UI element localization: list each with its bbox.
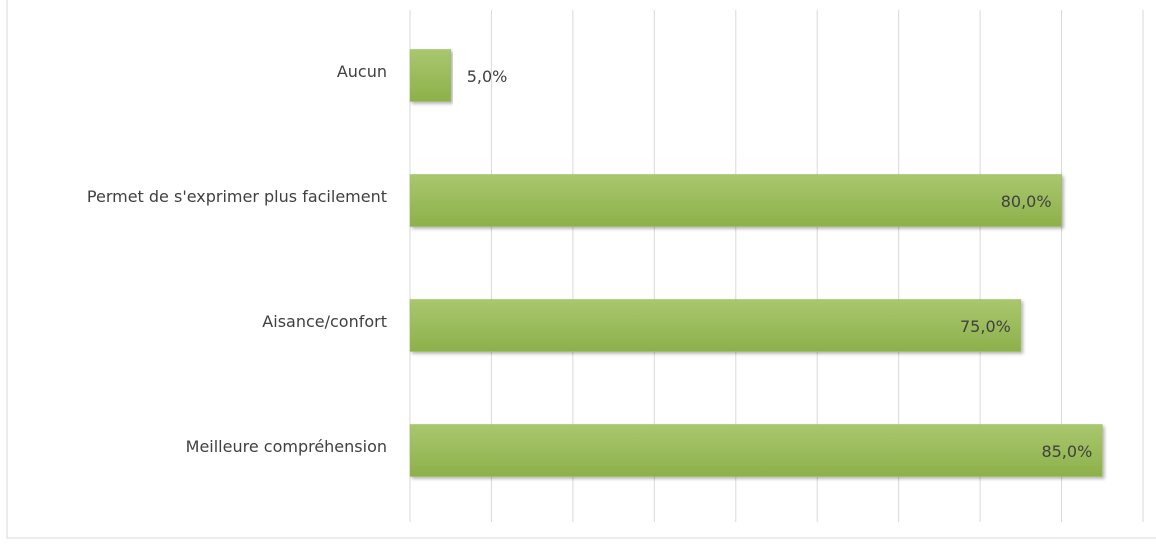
value-label: 5,0% — [467, 67, 508, 86]
y-tick-label: Permet de s'exprimer plus facilement — [87, 187, 387, 206]
bar — [409, 424, 1103, 477]
y-tick-label: Meilleure compréhension — [186, 437, 387, 456]
value-label: 85,0% — [1041, 442, 1092, 461]
value-label: 75,0% — [960, 317, 1011, 336]
y-tick-label: Aucun — [337, 62, 387, 81]
bar — [409, 299, 1022, 352]
y-tick-label: Aisance/confort — [262, 312, 387, 331]
value-label: 80,0% — [1001, 192, 1052, 211]
chart-frame — [6, 0, 1156, 539]
bar — [409, 49, 451, 102]
bar — [409, 174, 1062, 227]
